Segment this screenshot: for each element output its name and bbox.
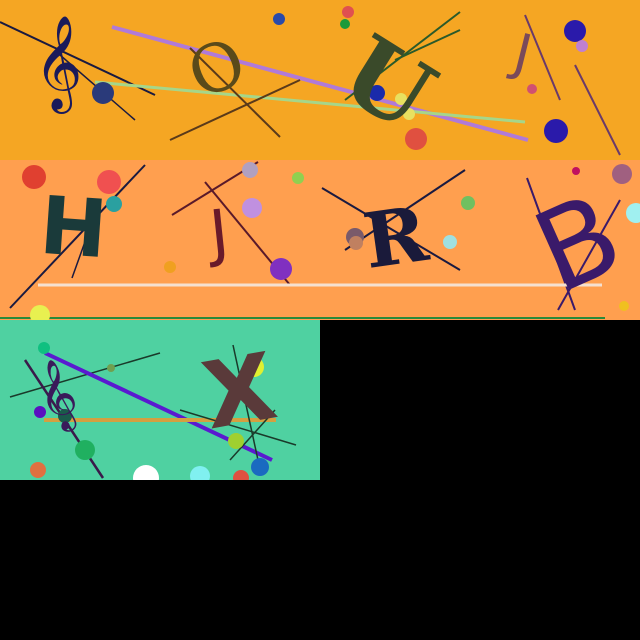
captcha-panel-middle: H J R B [0,160,640,320]
captcha-middle-noise [0,160,640,320]
captcha-top-noise [0,0,640,160]
empty-region-bottom [0,480,640,640]
panel-bottom-background [0,320,320,480]
captcha-glyph-1: 𝄞 [34,15,83,110]
captcha-glyph-7: R [358,189,433,286]
captcha-panel-top: 𝄞 O U J [0,0,640,160]
captcha-bottom-noise [0,320,320,480]
empty-region-right [320,320,640,480]
captcha-glyph-5: H [36,178,111,277]
captcha-panel-bottom: 𝄞 X [0,320,320,480]
panel-top-background [0,0,640,160]
